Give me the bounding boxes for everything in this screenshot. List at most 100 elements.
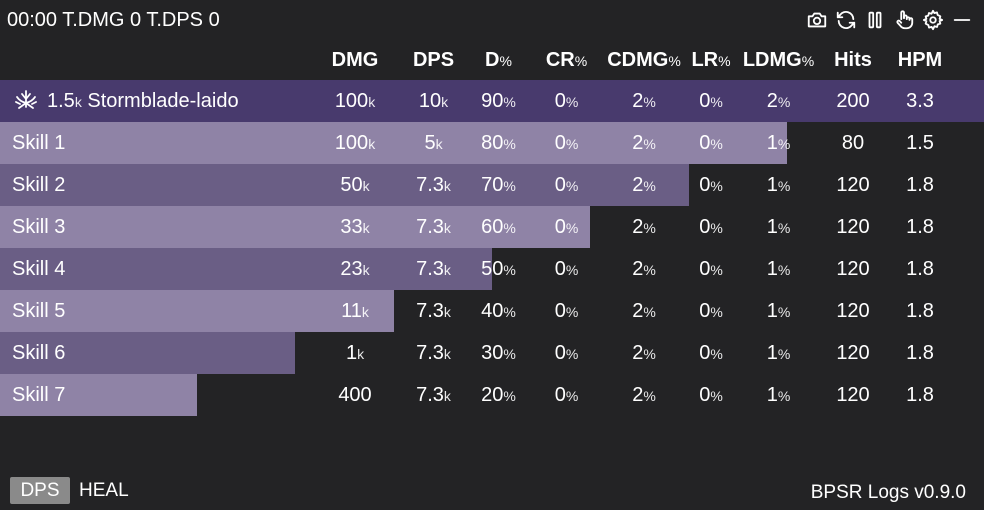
skill-cr: 0% bbox=[554, 341, 579, 364]
player-cdmg: 2% bbox=[632, 89, 656, 112]
player-d: 90% bbox=[481, 89, 516, 112]
skill-dmg: 23k bbox=[340, 257, 370, 280]
minimize-icon[interactable] bbox=[950, 8, 974, 32]
skill-cr: 0% bbox=[554, 215, 579, 238]
skill-name: Skill 4 bbox=[12, 257, 66, 280]
skill-d: 30% bbox=[481, 341, 516, 364]
col-header-dmg[interactable]: DMG bbox=[331, 48, 379, 71]
skill-dps: 7.3k bbox=[416, 215, 451, 238]
skill-lr: 0% bbox=[699, 257, 723, 280]
skill-ldmg: 1% bbox=[766, 299, 791, 322]
skill-cr: 0% bbox=[554, 257, 579, 280]
skill-hits: 80 bbox=[841, 131, 865, 154]
skill-dps: 7.3k bbox=[416, 257, 451, 280]
skill-hpm: 1.8 bbox=[906, 257, 934, 280]
class-emblem-icon bbox=[13, 88, 39, 114]
skill-ldmg: 1% bbox=[766, 341, 791, 364]
col-header-hits[interactable]: Hits bbox=[834, 48, 872, 71]
pause-icon[interactable] bbox=[863, 8, 887, 32]
col-header-lr[interactable]: LR% bbox=[691, 48, 731, 71]
skill-dmg: 100k bbox=[334, 131, 376, 154]
player-row[interactable]: 1.5k Stormblade-laido 100k 10k 90% 0% 2%… bbox=[0, 80, 984, 122]
skill-dmg: 33k bbox=[340, 215, 370, 238]
table-row[interactable]: Skill 2 50k 7.3k 70% 0% 2% 0% 1% 120 1.8 bbox=[0, 164, 984, 206]
table-row[interactable]: Skill 4 23k 7.3k 50% 0% 2% 0% 1% 120 1.8 bbox=[0, 248, 984, 290]
player-ldmg: 2% bbox=[766, 89, 791, 112]
skill-hits: 120 bbox=[836, 299, 870, 322]
skill-name: Skill 3 bbox=[12, 215, 66, 238]
skill-d: 50% bbox=[481, 257, 516, 280]
version-label: BPSR Logs v0.9.0 bbox=[810, 482, 966, 503]
skill-name: Skill 6 bbox=[12, 341, 66, 364]
player-name-cell: 1.5k Stormblade-laido bbox=[0, 88, 310, 114]
skill-dmg: 400 bbox=[338, 383, 372, 406]
skill-hpm: 1.5 bbox=[906, 131, 934, 154]
skill-hpm: 1.8 bbox=[906, 341, 934, 364]
skill-cdmg: 2% bbox=[632, 173, 656, 196]
skill-name: Skill 7 bbox=[12, 383, 66, 406]
player-lr: 0% bbox=[699, 89, 723, 112]
skill-dps: 7.3k bbox=[416, 341, 451, 364]
skill-dps: 7.3k bbox=[416, 173, 451, 196]
skill-hits: 120 bbox=[836, 257, 870, 280]
col-header-ldmg[interactable]: LDMG% bbox=[742, 48, 815, 71]
skill-cdmg: 2% bbox=[632, 341, 656, 364]
footer: DPS HEAL BPSR Logs v0.9.0 bbox=[0, 474, 984, 504]
player-hits: 200 bbox=[836, 89, 870, 112]
col-header-cr[interactable]: CR% bbox=[545, 48, 588, 71]
skill-name: Skill 5 bbox=[12, 299, 66, 322]
skill-hits: 120 bbox=[836, 341, 870, 364]
skill-lr: 0% bbox=[699, 215, 723, 238]
tab-heal[interactable]: HEAL bbox=[79, 480, 129, 501]
skill-d: 40% bbox=[481, 299, 516, 322]
top-bar: 00:00 T.DMG 0 T.DPS 0 bbox=[0, 0, 984, 40]
tab-dps[interactable]: DPS bbox=[10, 477, 70, 504]
skill-ldmg: 1% bbox=[766, 215, 791, 238]
gear-icon[interactable] bbox=[921, 8, 945, 32]
skill-d: 80% bbox=[481, 131, 516, 154]
damage-share-bar bbox=[0, 290, 394, 332]
player-dmg: 100k bbox=[334, 89, 376, 112]
skill-dps: 7.3k bbox=[416, 383, 451, 406]
col-header-d[interactable]: D% bbox=[485, 48, 512, 71]
skill-dmg: 1k bbox=[345, 341, 365, 364]
table-row[interactable]: Skill 7 400 7.3k 20% 0% 2% 0% 1% 120 1.8 bbox=[0, 374, 984, 416]
table-row[interactable]: Skill 6 1k 7.3k 30% 0% 2% 0% 1% 120 1.8 bbox=[0, 332, 984, 374]
hand-pointer-icon[interactable] bbox=[892, 8, 916, 32]
table-row[interactable]: Skill 5 11k 7.3k 40% 0% 2% 0% 1% 120 1.8 bbox=[0, 290, 984, 332]
skill-cr: 0% bbox=[554, 131, 579, 154]
refresh-icon[interactable] bbox=[834, 8, 858, 32]
table-row[interactable]: Skill 3 33k 7.3k 60% 0% 2% 0% 1% 120 1.8 bbox=[0, 206, 984, 248]
skill-cr: 0% bbox=[554, 173, 579, 196]
col-header-dps[interactable]: DPS bbox=[412, 48, 455, 71]
skill-d: 70% bbox=[481, 173, 516, 196]
table-row[interactable]: Skill 1 100k 5k 80% 0% 2% 0% 1% 80 1.5 bbox=[0, 122, 984, 164]
skill-cdmg: 2% bbox=[632, 383, 656, 406]
skill-lr: 0% bbox=[699, 383, 723, 406]
skill-dps: 5k bbox=[424, 131, 443, 154]
skill-d: 20% bbox=[481, 383, 516, 406]
damage-share-bar bbox=[0, 164, 689, 206]
skill-lr: 0% bbox=[699, 299, 723, 322]
table-header: DMG DPS D% CR% CDMG% LR% LDMG% Hits HPM bbox=[0, 40, 984, 80]
skill-hpm: 1.8 bbox=[906, 299, 934, 322]
skill-ldmg: 1% bbox=[766, 131, 791, 154]
damage-share-bar bbox=[0, 332, 296, 374]
skill-cdmg: 2% bbox=[632, 257, 656, 280]
toolbar-icons bbox=[805, 8, 984, 32]
col-header-hpm[interactable]: HPM bbox=[897, 48, 943, 71]
player-dps: 10k bbox=[418, 89, 449, 112]
skill-cdmg: 2% bbox=[632, 131, 656, 154]
skill-lr: 0% bbox=[699, 341, 723, 364]
skill-name: Skill 1 bbox=[12, 131, 66, 154]
skill-d: 60% bbox=[481, 215, 516, 238]
camera-icon[interactable] bbox=[805, 8, 829, 32]
col-header-cdmg[interactable]: CDMG% bbox=[607, 48, 681, 71]
skill-dmg: 50k bbox=[340, 173, 370, 196]
skill-cr: 0% bbox=[554, 383, 579, 406]
skill-dmg: 11k bbox=[341, 299, 369, 322]
skill-cdmg: 2% bbox=[632, 299, 656, 322]
skill-ldmg: 1% bbox=[766, 257, 791, 280]
skill-name: Skill 2 bbox=[12, 173, 66, 196]
skill-lr: 0% bbox=[699, 131, 723, 154]
